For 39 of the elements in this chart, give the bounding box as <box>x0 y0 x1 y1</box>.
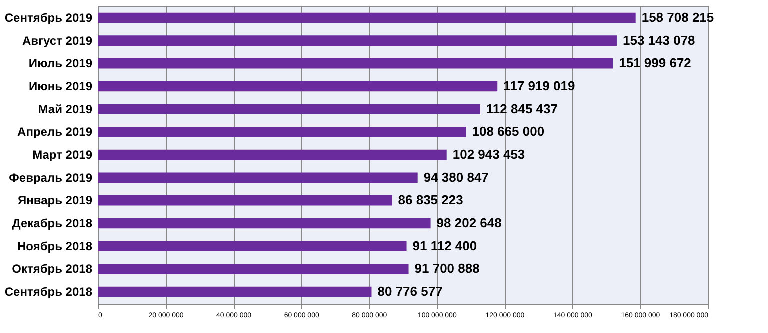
data-label: 158 708 215 <box>642 10 714 25</box>
bar <box>98 104 480 114</box>
y-tick-label: Июнь 2019 <box>28 79 93 94</box>
y-tick-label: Декабрь 2018 <box>12 216 93 231</box>
bar <box>98 127 466 138</box>
y-tick-label: Октябрь 2018 <box>12 262 93 276</box>
data-label: 80 776 577 <box>378 284 443 300</box>
data-label: 91 112 400 <box>412 238 478 254</box>
y-tick-label: Август 2019 <box>22 34 93 48</box>
data-label: 86 835 223 <box>398 192 464 208</box>
y-tick-label: Сентябрь 2019 <box>4 10 93 25</box>
y-tick-label: Май 2019 <box>38 102 93 116</box>
bar <box>98 172 418 183</box>
data-label: 102 943 453 <box>452 147 526 162</box>
y-tick-label: Ноябрь 2018 <box>18 239 93 254</box>
bar <box>98 12 636 24</box>
y-tick-label: Сентябрь 2018 <box>4 285 93 300</box>
data-label: 151 999 672 <box>619 56 692 71</box>
bar <box>98 58 614 69</box>
bar <box>98 150 447 160</box>
bar <box>98 36 617 46</box>
y-tick-label: Март 2019 <box>32 148 93 162</box>
data-label: 98 202 648 <box>436 216 502 231</box>
bar <box>98 264 409 274</box>
y-tick-label: Февраль 2019 <box>9 170 93 185</box>
bar <box>98 286 372 298</box>
bar <box>98 196 392 206</box>
bar <box>98 81 498 92</box>
y-tick-label: Январь 2019 <box>18 194 93 208</box>
data-label: 108 665 000 <box>472 124 545 140</box>
bar <box>98 218 431 229</box>
data-label: 112 845 437 <box>486 101 558 116</box>
data-label: 153 143 078 <box>622 32 696 48</box>
data-label: 94 380 847 <box>424 170 489 185</box>
data-label: 117 919 019 <box>504 78 576 94</box>
y-tick-label: Июль 2019 <box>28 56 93 71</box>
y-tick-label: Апрель 2019 <box>18 125 93 140</box>
bar <box>98 241 407 252</box>
data-label: 91 700 888 <box>414 261 480 276</box>
